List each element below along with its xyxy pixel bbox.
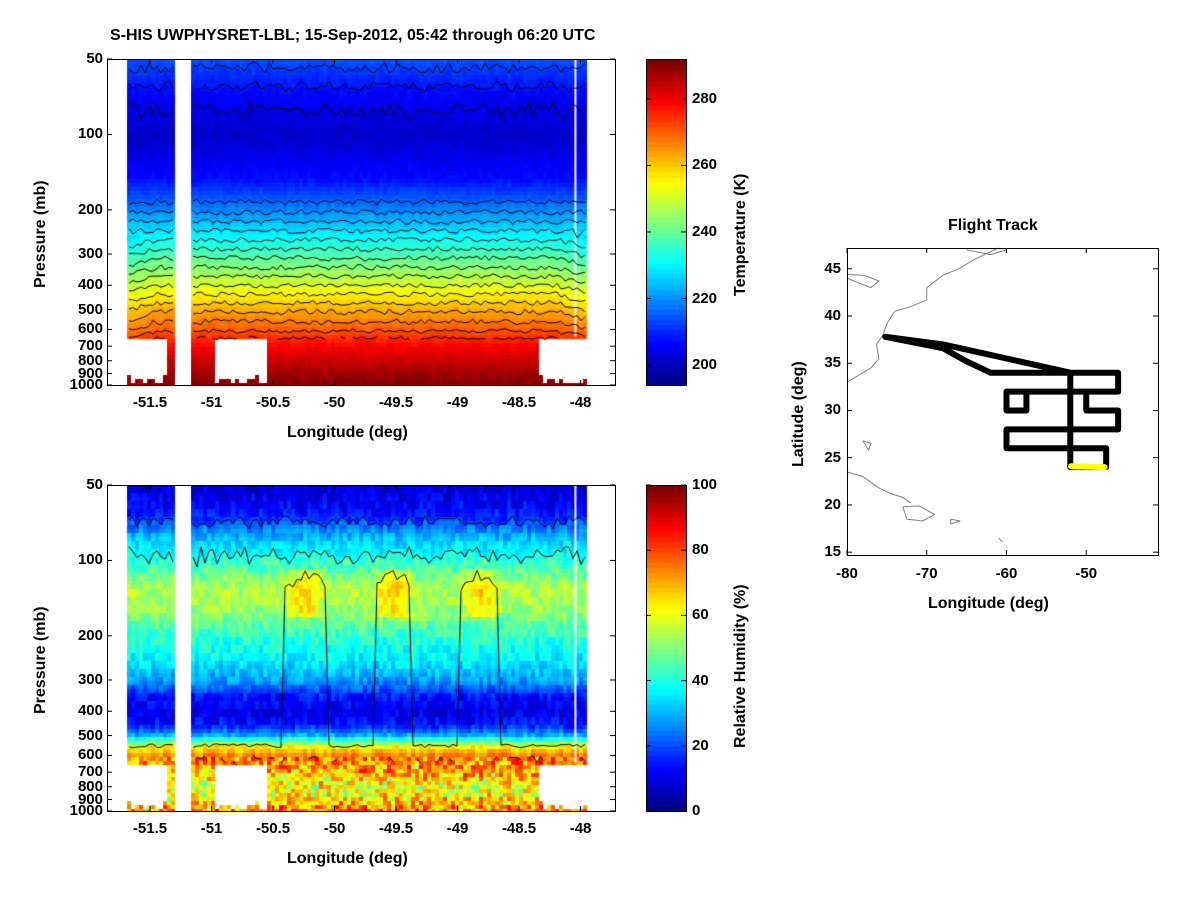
rh-ytick-label: 400: [77, 702, 103, 720]
rh-ytick-label: 500: [77, 726, 103, 744]
temp-xtick-label: -50: [323, 394, 346, 411]
rh-colorbar-tick-label: 60: [692, 606, 709, 624]
temp-ytick-label: 700: [77, 337, 103, 355]
coastline: [846, 247, 999, 383]
rh-colorbar-tick-label: 100: [692, 476, 718, 493]
humidity-x-label: Longitude (deg): [287, 850, 408, 867]
temp-colorbar-tick-label: 280: [692, 89, 718, 107]
coastline: [846, 471, 912, 504]
figure-title: S-HIS UWPHYSRET-LBL; 15-Sep-2012, 05:42 …: [110, 27, 596, 44]
coastline: [950, 518, 961, 525]
temp-colorbar-tick-label: 260: [692, 156, 718, 174]
humidity-y-label: Pressure (mb): [32, 606, 49, 714]
map-ytick-label: 15: [824, 543, 841, 561]
rh-ytick-label: 900: [77, 790, 103, 808]
humidity-colorbar-label: Relative Humidity (%): [732, 584, 749, 748]
temperature-axes: [107, 58, 616, 386]
rh-xtick-label: -51: [200, 820, 223, 837]
flight-track-map: [846, 247, 1159, 556]
rh-ytick-label: 200: [77, 626, 103, 644]
map-ytick-label: 25: [824, 448, 841, 466]
map-xtick-label: -50: [1075, 565, 1098, 582]
rh-colorbar-tick-label: 20: [692, 736, 709, 754]
temperature-colorbar: [646, 59, 686, 385]
map-ytick-label: 40: [824, 307, 841, 324]
rh-xtick-label: -50.5: [255, 820, 291, 837]
temp-ytick-label: 500: [77, 300, 103, 318]
coastline: [846, 273, 880, 289]
humidity-colorbar-axes: [646, 484, 687, 812]
rh-ytick-label: 700: [77, 763, 103, 781]
temp-ytick-label: 300: [77, 244, 103, 262]
coastline: [998, 537, 1003, 543]
rh-ytick-label: 300: [77, 670, 103, 688]
rh-colorbar-tick-label: 0: [692, 802, 701, 819]
temperature-colorbar-label: Temperature (K): [732, 173, 749, 296]
map-ytick-label: 30: [824, 401, 841, 419]
map-ytick-label: 20: [824, 495, 841, 513]
temp-xtick-label: -49: [446, 394, 469, 411]
temp-xtick-label: -50.5: [255, 394, 291, 411]
coastline: [966, 249, 1007, 256]
map-xtick-label: -60: [995, 565, 1018, 582]
temp-xtick-label: -49.5: [378, 394, 414, 411]
temp-ytick-label: 50: [86, 50, 103, 67]
flight-track-title: Flight Track: [948, 217, 1038, 234]
coastline: [902, 505, 936, 522]
rh-xtick-label: -48.5: [501, 820, 537, 837]
flight-track-line: [882, 333, 1122, 471]
temp-ytick-label: 200: [77, 200, 103, 218]
temp-ytick-label: 1000: [69, 376, 103, 393]
temp-xtick-label: -51.5: [132, 394, 168, 411]
map-frame: [847, 248, 1159, 556]
temp-ytick-label: 600: [77, 320, 103, 338]
temp-xtick-label: -51: [200, 394, 223, 411]
rh-colorbar-frame: [646, 485, 687, 812]
temp-ytick-label: 900: [77, 364, 103, 382]
temperature-y-label: Pressure (mb): [32, 180, 49, 288]
humidity-axes: [107, 484, 616, 812]
rh-ytick-label: 800: [77, 777, 103, 795]
rh-xtick-label: -49.5: [378, 820, 414, 837]
temp-xtick-label: -48.5: [501, 394, 537, 411]
rh-ytick-label: 50: [86, 476, 103, 493]
temp-ytick-label: 400: [77, 276, 103, 294]
rh-ytick-label: 600: [77, 746, 103, 764]
temp-colorbar-tick-label: 200: [692, 356, 718, 374]
temp-colorbar-tick-label: 220: [692, 289, 718, 307]
rh-ytick-label: 100: [77, 551, 103, 569]
map-xtick-label: -70: [915, 565, 938, 582]
rh-plot-frame: [107, 485, 616, 812]
map-ytick-label: 45: [824, 259, 841, 277]
temp-colorbar-frame: [646, 59, 687, 386]
temperature-x-label: Longitude (deg): [287, 424, 408, 441]
temperature-colorbar-axes: [646, 59, 687, 386]
flight-track-selected-segment: [1068, 463, 1108, 471]
rh-xtick-label: -50: [323, 820, 346, 837]
rh-xtick-label: -48: [569, 820, 592, 837]
map-ytick-label: 35: [824, 354, 841, 372]
temp-colorbar-tick-label: 240: [692, 222, 718, 240]
rh-colorbar-tick-label: 80: [692, 541, 709, 559]
temp-plot-frame: [107, 59, 616, 386]
flight-track-y-label: Latitude (deg): [790, 361, 807, 467]
temp-ytick-label: 800: [77, 351, 103, 369]
humidity-colorbar: [646, 485, 686, 811]
temp-xtick-label: -48: [569, 394, 592, 411]
rh-colorbar-tick-label: 40: [692, 671, 709, 689]
rh-xtick-label: -49: [446, 820, 469, 837]
temp-ytick-label: 100: [77, 125, 103, 143]
rh-ytick-label: 1000: [69, 802, 103, 819]
temperature-heatmap: [107, 59, 615, 385]
flight-track-x-label: Longitude (deg): [928, 595, 1049, 612]
rh-xtick-label: -51.5: [132, 820, 168, 837]
map-xtick-label: -80: [836, 565, 858, 582]
coastline: [862, 440, 872, 452]
humidity-heatmap: [107, 485, 615, 811]
